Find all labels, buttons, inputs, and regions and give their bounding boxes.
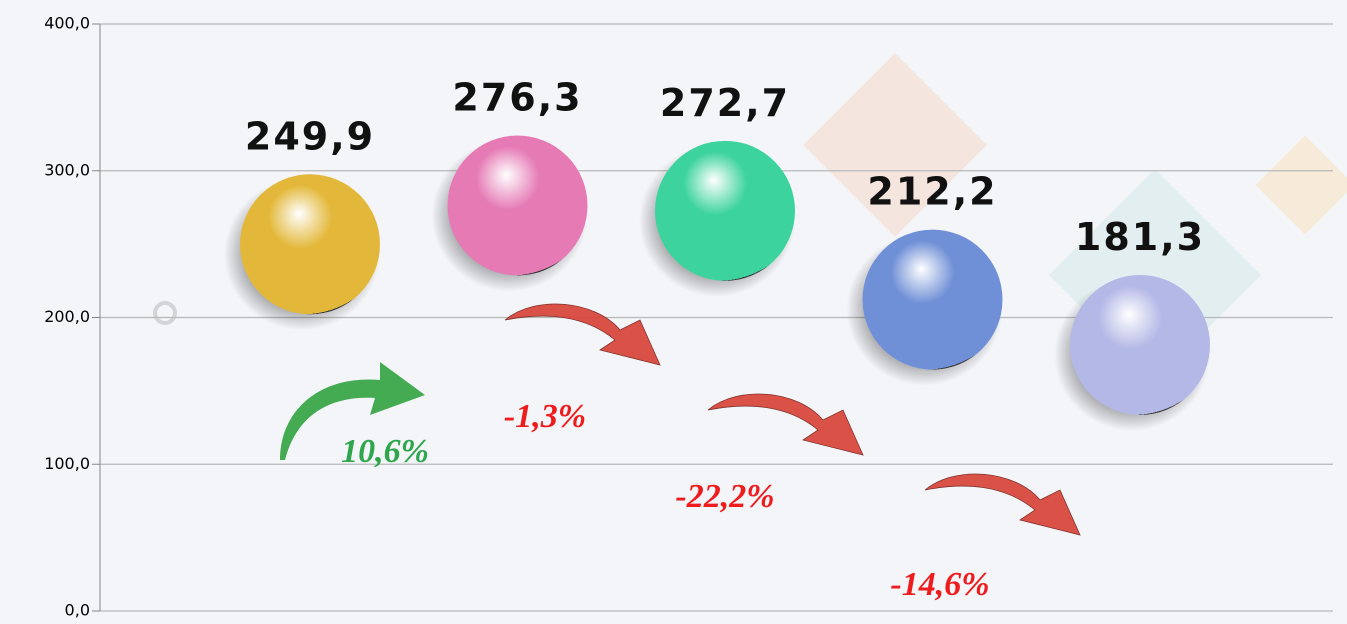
change-label: 10,6% [341, 433, 429, 470]
value-label: 249,9 [245, 114, 375, 158]
change-arrow [708, 394, 863, 455]
change-label: -1,3% [504, 398, 586, 435]
chart: 0,0 100,0 200,0 300,0 400,0 249,9 276,3 272,7 21… [0, 0, 1347, 624]
y-tick-label: 200,0 [44, 307, 90, 326]
sphere [863, 230, 1003, 370]
y-tick-label: 400,0 [44, 14, 90, 33]
sphere [240, 174, 380, 314]
change-arrow [925, 474, 1080, 535]
sphere [655, 141, 795, 281]
y-tick-label: 100,0 [44, 454, 90, 473]
value-label: 276,3 [452, 76, 582, 120]
value-label: 181,3 [1075, 215, 1205, 259]
change-arrow [505, 304, 660, 365]
y-tick-label: 300,0 [44, 160, 90, 179]
value-label: 272,7 [660, 81, 790, 125]
sphere [448, 136, 588, 276]
sphere [1070, 275, 1210, 415]
change-label: -14,6% [890, 566, 989, 603]
page: {"chart_data": { "type": "sphere", "cate… [0, 0, 1347, 624]
y-tick-label: 0,0 [65, 601, 90, 620]
change-label: -22,2% [675, 478, 774, 515]
value-label: 212,2 [867, 170, 997, 214]
